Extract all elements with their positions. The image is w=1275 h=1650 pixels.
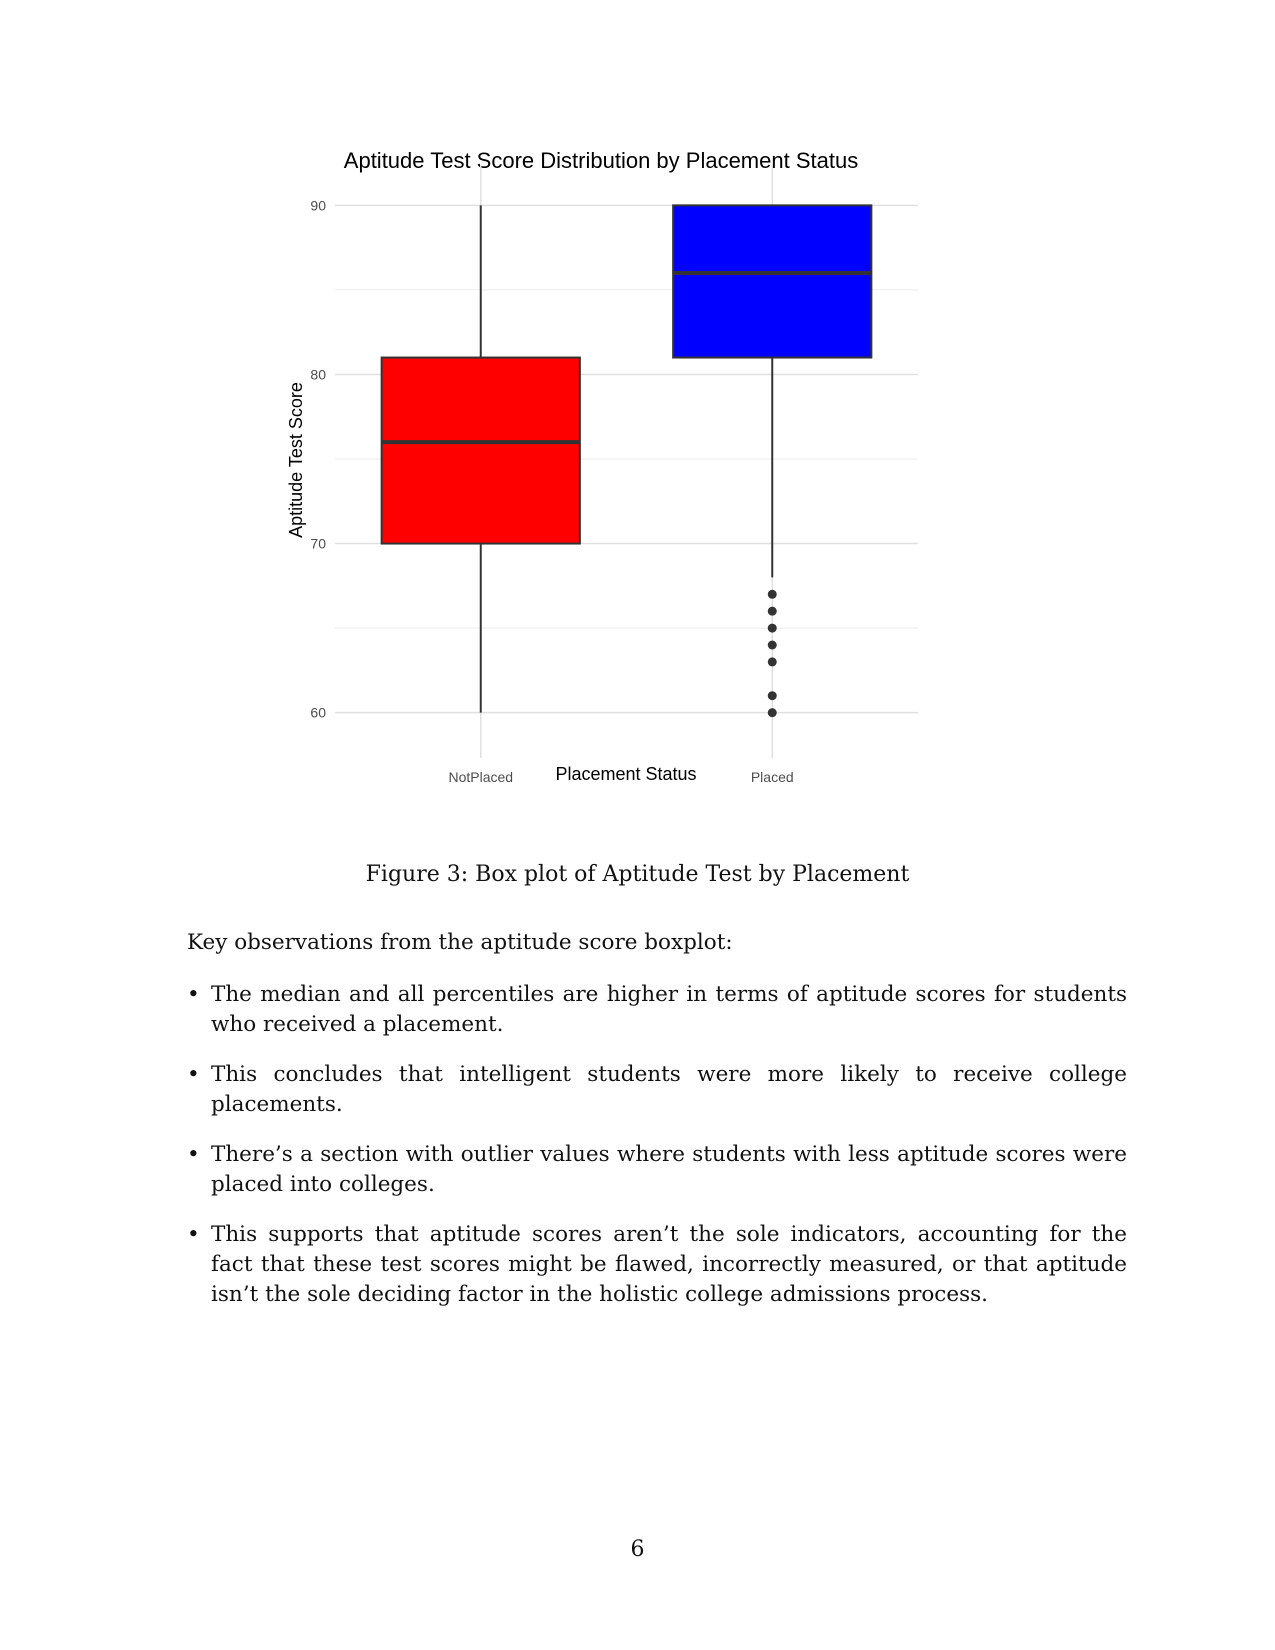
list-item-text: The median and all percentiles are highe…	[211, 982, 1127, 1037]
bullet-icon: •	[187, 1142, 200, 1167]
list-item-text: There’s a section with outlier values wh…	[211, 1142, 1127, 1197]
bullet-icon: •	[187, 982, 200, 1007]
page-number: 6	[630, 1537, 645, 1562]
x-tick-label: Placed	[751, 769, 794, 785]
x-tick-label: NotPlaced	[448, 769, 513, 785]
list-item: • There’s a section with outlier values w…	[187, 1140, 1127, 1200]
outlier-point	[767, 640, 777, 650]
box-placed	[672, 204, 873, 359]
bullet-icon: •	[187, 1222, 200, 1247]
observations-intro: Key observations from the aptitude score…	[187, 930, 733, 955]
outlier-point	[767, 708, 777, 718]
y-tick-label: 60	[310, 705, 326, 721]
outlier-point	[767, 691, 777, 701]
outlier-point	[767, 606, 777, 616]
list-item: • The median and all percentiles are high…	[187, 980, 1127, 1040]
box-notplaced	[380, 356, 581, 545]
y-tick-label: 80	[310, 366, 326, 382]
outlier-point	[767, 623, 777, 633]
x-axis-label: Placement Status	[555, 764, 696, 784]
list-item: • This concludes that intelligent student…	[187, 1060, 1127, 1120]
y-tick-label: 90	[310, 197, 326, 213]
y-tick-label: 70	[310, 536, 326, 552]
bullet-icon: •	[187, 1062, 200, 1087]
list-item-text: This concludes that intelligent students…	[211, 1062, 1127, 1117]
boxplot-chart: Aptitude Test Score Distribution by Plac…	[286, 148, 918, 785]
outlier-point	[767, 589, 777, 599]
chart-title: Aptitude Test Score Distribution by Plac…	[344, 148, 858, 173]
outlier-point	[767, 657, 777, 667]
y-axis-label: Aptitude Test Score	[286, 382, 306, 538]
list-item-text: This supports that aptitude scores aren’…	[211, 1222, 1127, 1307]
list-item: • This supports that aptitude scores aren…	[187, 1220, 1127, 1310]
observations-list: • The median and all percentiles are high…	[187, 980, 1127, 1330]
figure-caption: Figure 3: Box plot of Aptitude Test by P…	[365, 862, 910, 887]
